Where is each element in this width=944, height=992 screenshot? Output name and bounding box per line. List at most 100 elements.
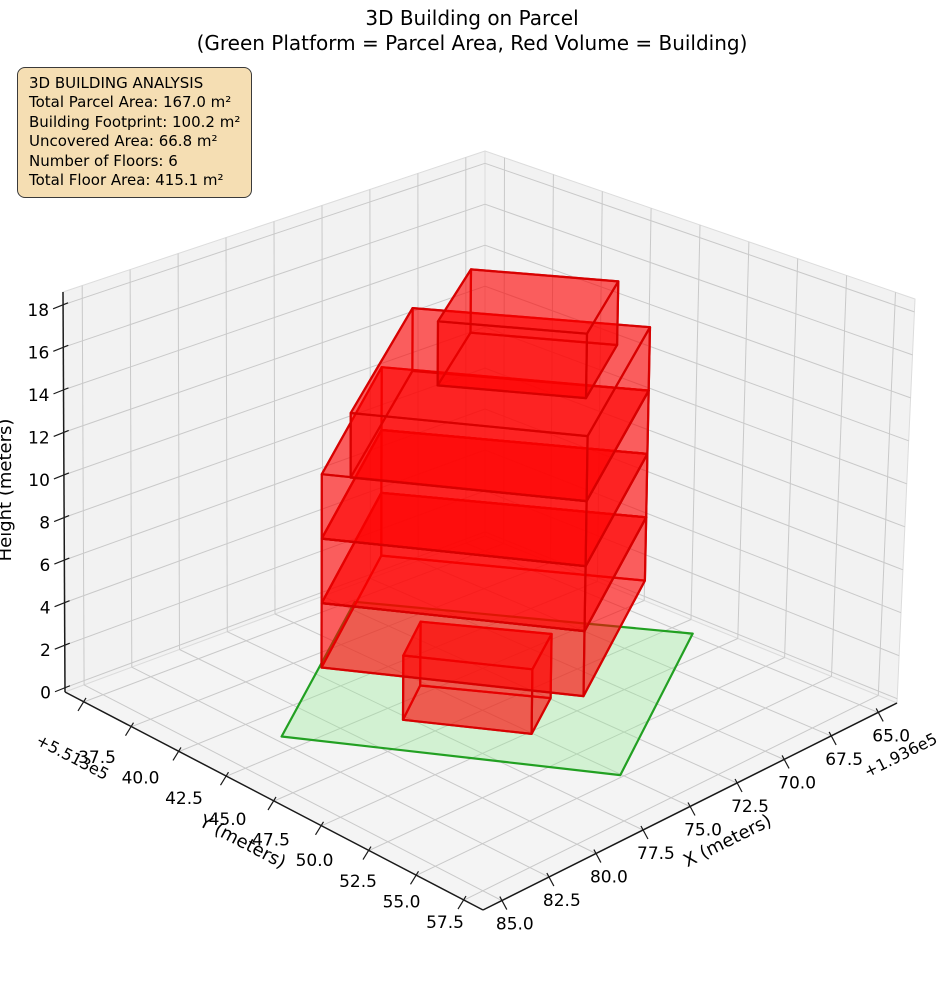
x-tick-mark bbox=[593, 849, 602, 863]
parcel-surface bbox=[280, 600, 694, 777]
z-tick-label: 8 bbox=[39, 514, 50, 534]
left-wall-grid-line bbox=[129, 269, 133, 668]
y-tick-mark bbox=[409, 871, 420, 885]
figure-subtitle: (Green Platform = Parcel Area, Red Volum… bbox=[196, 31, 748, 55]
floor-grid-line bbox=[321, 638, 739, 827]
floor-grid-line bbox=[273, 619, 692, 802]
right-wall-grid-line bbox=[484, 162, 915, 313]
floor-6-top-face bbox=[436, 268, 620, 335]
z-tick-mark bbox=[52, 302, 69, 310]
z-tick-mark bbox=[53, 514, 70, 523]
z-tick-label: 14 bbox=[28, 386, 50, 406]
z-axis-label: Height (meters) bbox=[0, 419, 16, 562]
y-tick-label: 52.5 bbox=[339, 872, 377, 892]
y-tick-mark bbox=[457, 895, 467, 910]
right-wall-grid-line bbox=[484, 449, 902, 614]
right-wall-grid-line bbox=[484, 531, 898, 700]
z-tick-label: 10 bbox=[28, 471, 50, 491]
left-wall-grid-line bbox=[63, 326, 486, 476]
y-tick-mark bbox=[124, 722, 135, 736]
y-tick-label: 47.5 bbox=[252, 831, 290, 851]
x-tick-label: 85.0 bbox=[496, 915, 534, 935]
right-wall-grid-line bbox=[484, 326, 907, 485]
left-wall-grid-line bbox=[63, 367, 486, 518]
y-tick-label: 42.5 bbox=[165, 789, 203, 809]
y-tick-label: 50.0 bbox=[296, 851, 334, 871]
left-wall-grid-line bbox=[62, 162, 486, 306]
right-wall-grid-line bbox=[484, 408, 904, 571]
figure-title: 3D Building on Parcel bbox=[365, 6, 579, 30]
x-tick-mark bbox=[828, 731, 837, 746]
left-wall-grid-line bbox=[177, 253, 180, 650]
left-wall-grid-line bbox=[63, 285, 486, 433]
floor-5-top-face bbox=[349, 307, 652, 438]
z-tick-mark bbox=[54, 685, 71, 693]
z-tick-mark bbox=[54, 557, 70, 565]
analysis-info-box: 3D BUILDING ANALYSIS Total Parcel Area: … bbox=[17, 67, 253, 199]
floor-1-top-face bbox=[402, 620, 553, 671]
info-box-heading: 3D BUILDING ANALYSIS bbox=[29, 74, 204, 92]
floor-grid-line bbox=[368, 657, 785, 851]
x-tick-label: 82.5 bbox=[543, 891, 581, 911]
x-tick-label: 75.0 bbox=[684, 821, 722, 841]
x-tick-label: 67.5 bbox=[825, 750, 863, 770]
floor-grid-line bbox=[463, 694, 879, 901]
y-tick-label: 40.0 bbox=[122, 769, 160, 789]
right-wall-grid-line bbox=[784, 258, 799, 658]
left-wall-grid-line bbox=[64, 408, 486, 561]
y-tick-mark bbox=[172, 747, 182, 761]
x-tick-label: 80.0 bbox=[590, 868, 628, 888]
right-wall-grid-line bbox=[737, 241, 750, 639]
floor-grid-line bbox=[416, 675, 832, 876]
info-box-line: Total Floor Area: 415.1 m² bbox=[29, 171, 224, 190]
z-tick-label: 6 bbox=[40, 556, 51, 576]
floor-grid-line bbox=[131, 562, 551, 728]
right-wall-grid-line bbox=[877, 292, 896, 696]
right-wall-grid-line bbox=[690, 224, 701, 620]
x-tick-mark bbox=[781, 755, 790, 769]
left-wall-grid-line bbox=[64, 449, 486, 604]
z-tick-label: 16 bbox=[28, 343, 50, 363]
left-wall-grid-line bbox=[81, 285, 85, 685]
info-box-line: Total Parcel Area: 167.0 m² bbox=[29, 93, 232, 112]
x-tick-label: 72.5 bbox=[731, 797, 769, 817]
y-tick-label: 37.5 bbox=[78, 748, 116, 768]
left-wall-grid-line bbox=[64, 490, 486, 646]
figure-title-block: 3D Building on Parcel (Green Platform = … bbox=[0, 6, 944, 56]
z-tick-mark bbox=[53, 472, 70, 480]
y-tick-mark bbox=[314, 821, 325, 836]
z-tick-mark bbox=[53, 429, 69, 437]
x-tick-label: 65.0 bbox=[872, 726, 910, 746]
info-box-line: Uncovered Area: 66.8 m² bbox=[29, 132, 218, 151]
x-tick-label: 70.0 bbox=[778, 773, 816, 793]
right-wall-grid-line bbox=[484, 285, 909, 442]
z-tick-label: 4 bbox=[40, 599, 51, 619]
z-tick-mark bbox=[53, 344, 69, 352]
y-tick-label: 57.5 bbox=[426, 913, 464, 933]
x-tick-mark bbox=[546, 872, 555, 887]
left-wall-grid-line bbox=[63, 203, 486, 348]
z-tick-mark bbox=[54, 642, 70, 650]
y-tick-mark bbox=[219, 771, 230, 786]
y-tick-mark bbox=[77, 697, 87, 712]
y-tick-label: 45.0 bbox=[209, 810, 247, 830]
z-tick-label: 12 bbox=[28, 428, 50, 448]
z-tick-label: 2 bbox=[40, 641, 51, 661]
left-wall-grid-line bbox=[63, 244, 486, 391]
floor-grid-line bbox=[83, 543, 504, 703]
x-tick-mark bbox=[687, 802, 696, 816]
x-tick-mark bbox=[640, 825, 649, 840]
z-tick-label: 0 bbox=[40, 684, 51, 704]
right-wall-grid-line bbox=[831, 275, 848, 677]
right-wall-grid-line bbox=[484, 244, 911, 399]
x-tick-mark bbox=[875, 708, 884, 722]
z-tick-label: 18 bbox=[27, 301, 49, 321]
right-wall-grid-line bbox=[503, 157, 505, 544]
right-wall-grid-line bbox=[484, 203, 913, 356]
x-tick-mark bbox=[499, 896, 508, 910]
right-wall-grid-line bbox=[484, 490, 900, 657]
left-wall-grid-line bbox=[273, 221, 276, 615]
y-tick-mark bbox=[362, 846, 372, 860]
